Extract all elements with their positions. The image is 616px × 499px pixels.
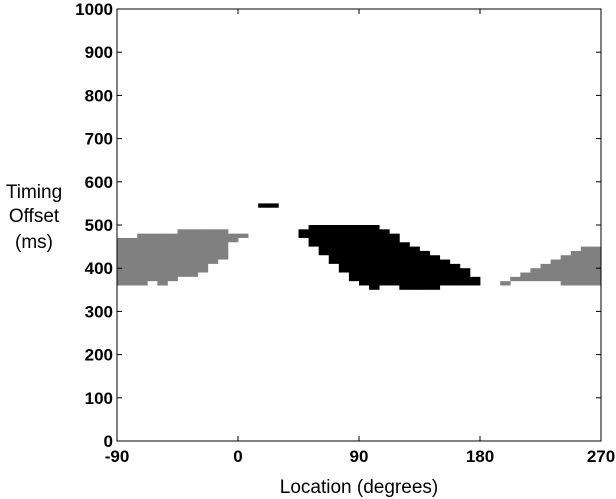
x-axis: -90 0 90 180 270 (105, 9, 615, 466)
gray-region-cell-21 (580, 246, 592, 286)
gray-region-cell-19 (560, 255, 572, 286)
gray-region-cell-3 (147, 233, 158, 282)
gray-region-cell-20 (570, 250, 582, 286)
gray-region-cell-22 (590, 246, 602, 286)
black-region-cell-12 (399, 242, 410, 290)
gray-region-cell-2 (137, 233, 148, 286)
y-tick-label-8: 800 (85, 86, 113, 105)
y-tick-label-0: 0 (104, 432, 113, 451)
black-region-cell-16 (439, 259, 451, 286)
x-tick-label-1: 0 (233, 447, 242, 466)
gray-region-cell-4 (157, 233, 168, 286)
gray-region-cell-16 (530, 268, 541, 282)
gray-region-cell-0 (117, 237, 128, 286)
gray-region-cell-9 (207, 229, 219, 264)
black-region-cell-14 (419, 250, 430, 290)
gray-region-cell-18 (550, 259, 562, 282)
x-axis-label: Location (degrees) (280, 477, 438, 498)
y-tick-label-3: 300 (85, 302, 113, 321)
black-region-cell-7 (348, 225, 360, 282)
black-region-cell-15 (429, 255, 441, 290)
black-region-cell-6 (338, 225, 350, 273)
black-region-cell-13 (409, 246, 420, 290)
black-region-cell-0 (258, 203, 269, 208)
y-tick-label-1: 100 (85, 389, 113, 408)
black-region-cell-18 (459, 268, 471, 286)
y-axis: 0 100 200 300 400 500 600 700 800 900 1000 (75, 0, 601, 451)
x-tick-label-2: 90 (350, 447, 369, 466)
black-region-cell-19 (469, 276, 481, 286)
black-region-cell-3 (308, 225, 320, 247)
gray-region-cell-1 (127, 237, 138, 286)
gray-region-cell-15 (520, 272, 531, 282)
y-tick-label-6: 600 (85, 173, 113, 192)
gray-region-cell-12 (238, 233, 249, 238)
gray-region-cell-6 (177, 229, 188, 277)
black-region-cell-5 (328, 225, 340, 264)
gray-region-cell-11 (227, 233, 239, 243)
y-tick-label-4: 400 (85, 259, 113, 278)
gray-region-cell-8 (197, 229, 209, 273)
gray-region-cell-14 (510, 276, 521, 282)
y-tick-label-2: 200 (85, 346, 113, 365)
y-tick-label-10: 1000 (75, 0, 113, 19)
x-tick-label-3: 180 (466, 447, 494, 466)
x-tick-label-0: -90 (105, 447, 130, 466)
data-cells (117, 203, 602, 290)
y-tick-label-9: 900 (85, 43, 113, 62)
gray-region-cell-7 (187, 229, 199, 277)
x-tick-label-4: 270 (587, 447, 615, 466)
y-axis-label-line-3: (ms) (15, 232, 53, 253)
black-region-cell-10 (379, 229, 390, 286)
black-region-cell-17 (449, 263, 461, 286)
gray-region-cell-10 (217, 229, 229, 260)
y-axis-label-line-2: Offset (9, 206, 60, 227)
black-region-cell-1 (268, 203, 279, 208)
black-region-cell-8 (359, 225, 370, 286)
y-axis-label-line-1: Timing (6, 182, 62, 203)
gray-region-cell-13 (500, 281, 511, 286)
gray-region-cell-5 (167, 233, 178, 282)
y-tick-label-7: 700 (85, 130, 113, 149)
y-tick-label-5: 500 (85, 216, 113, 235)
black-region-cell-9 (369, 225, 380, 290)
black-region-cell-2 (298, 229, 309, 238)
gray-region-cell-17 (540, 263, 551, 282)
black-region-cell-4 (318, 225, 330, 256)
black-region-cell-11 (389, 233, 400, 286)
